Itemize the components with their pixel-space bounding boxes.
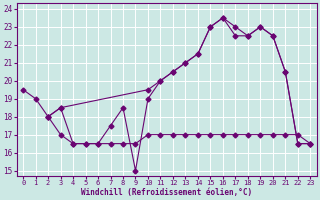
X-axis label: Windchill (Refroidissement éolien,°C): Windchill (Refroidissement éolien,°C)	[81, 188, 252, 197]
